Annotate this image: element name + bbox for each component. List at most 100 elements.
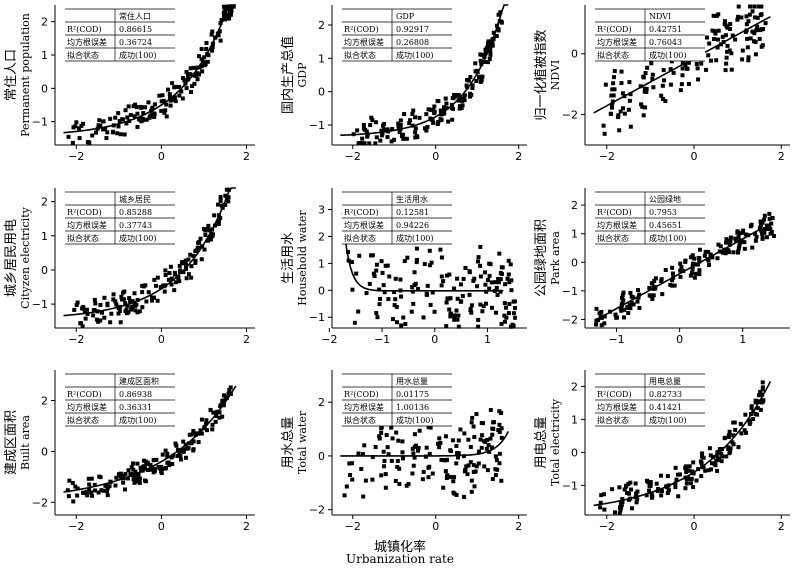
data-point: [471, 424, 476, 429]
data-point: [594, 322, 599, 327]
data-point: [80, 324, 85, 329]
data-point: [744, 14, 749, 19]
table-row-label: 均方根误差: [597, 37, 637, 47]
data-point: [98, 302, 103, 307]
data-point: [621, 298, 626, 303]
data-point: [475, 284, 480, 289]
data-point: [766, 226, 771, 231]
data-point: [511, 323, 516, 328]
data-point: [152, 468, 157, 473]
data-point: [449, 105, 454, 110]
data-point: [496, 280, 501, 285]
data-point: [379, 425, 384, 430]
data-point: [472, 276, 477, 281]
table-header: GDP: [396, 12, 415, 21]
data-point: [452, 92, 457, 97]
table-row-value: 0.82733: [649, 390, 682, 399]
data-point: [728, 235, 733, 240]
data-point: [377, 436, 382, 441]
data-point: [207, 236, 212, 241]
data-point: [448, 314, 453, 319]
data-point: [497, 430, 502, 435]
y-tick-label: 3: [318, 204, 325, 217]
data-point: [739, 15, 744, 20]
y-tick-label: 1: [571, 413, 578, 426]
table-row-value: 成功(100): [396, 415, 434, 425]
x-tick-label: 2: [243, 150, 250, 163]
table-header: 城乡居民: [119, 195, 151, 204]
data-point: [738, 421, 743, 426]
data-point: [177, 279, 182, 284]
table-row-label: 拟合状态: [344, 233, 376, 243]
data-point: [729, 67, 734, 72]
data-point: [628, 306, 633, 311]
data-point: [620, 293, 625, 298]
data-point: [483, 270, 488, 275]
data-point: [189, 264, 194, 269]
data-point: [497, 409, 502, 414]
data-point: [470, 83, 475, 88]
data-point: [644, 86, 649, 91]
data-point: [452, 475, 457, 480]
data-point: [760, 392, 765, 397]
data-point: [381, 283, 386, 288]
data-point: [377, 287, 382, 292]
data-point: [128, 112, 133, 117]
data-point: [617, 128, 622, 133]
data-point: [118, 132, 123, 137]
data-point: [736, 246, 741, 251]
data-point: [468, 308, 473, 313]
data-point: [648, 293, 653, 298]
data-point: [653, 276, 658, 281]
data-point: [226, 391, 231, 396]
data-point: [485, 468, 490, 473]
data-point: [83, 316, 88, 321]
data-point: [154, 457, 159, 462]
data-point: [479, 420, 484, 425]
data-point: [401, 315, 406, 320]
data-point: [411, 301, 416, 306]
y-tick-label: 0: [41, 82, 48, 95]
y-tick-label: 0: [318, 450, 325, 463]
y-tick-label: −2: [309, 504, 325, 517]
data-point: [614, 315, 619, 320]
data-point: [397, 130, 402, 135]
data-point: [489, 445, 494, 450]
data-point: [189, 441, 194, 446]
data-point: [181, 439, 186, 444]
data-point: [473, 69, 478, 74]
data-point: [602, 321, 607, 326]
data-point: [65, 488, 70, 493]
data-point: [506, 311, 511, 316]
table-row-label: 均方根误差: [67, 220, 107, 230]
data-point: [740, 239, 745, 244]
data-point: [471, 278, 476, 283]
data-point: [347, 461, 352, 466]
y-tick-label: 1: [571, 228, 578, 241]
data-point: [101, 119, 106, 124]
data-point: [736, 4, 741, 9]
data-point: [155, 298, 160, 303]
data-point: [411, 108, 416, 113]
data-point: [133, 469, 138, 474]
data-point: [707, 263, 712, 268]
data-point: [647, 488, 652, 493]
data-point: [172, 288, 177, 293]
data-point: [132, 114, 137, 119]
data-point: [438, 247, 443, 252]
data-point: [193, 260, 198, 265]
data-point: [474, 412, 479, 417]
data-point: [684, 481, 689, 486]
data-point: [208, 407, 213, 412]
data-point: [344, 484, 349, 489]
data-point: [693, 271, 698, 276]
data-point: [647, 483, 652, 488]
data-point: [455, 276, 460, 281]
data-point: [138, 465, 143, 470]
data-point: [460, 293, 465, 298]
data-point: [469, 489, 474, 494]
data-point: [691, 485, 696, 490]
data-point: [485, 60, 490, 65]
